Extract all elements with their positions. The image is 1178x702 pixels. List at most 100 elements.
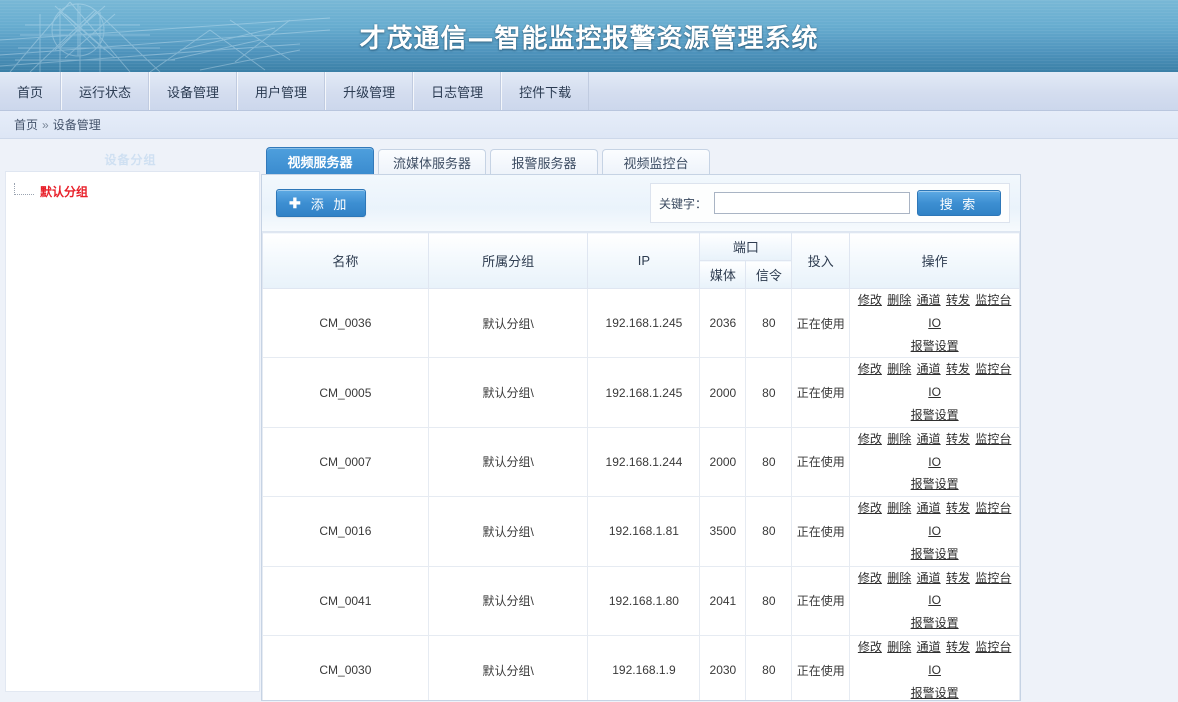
action-link-5[interactable]: 监控台 xyxy=(975,431,1012,446)
action-link-alarm-settings[interactable]: 报警设置 xyxy=(910,407,959,422)
action-link-5[interactable]: 监控台 xyxy=(975,639,1012,654)
main-navigation: 首页 运行状态 设备管理 用户管理 升级管理 日志管理 控件下载 xyxy=(0,72,1178,111)
action-link-alarm-settings[interactable]: 报警设置 xyxy=(910,616,959,631)
action-link-alarm-settings[interactable]: 报警设置 xyxy=(910,546,959,561)
cell-name: CM_0007 xyxy=(262,426,429,498)
column-header-port[interactable]: 端口 xyxy=(699,232,793,261)
action-link-3[interactable]: 通道 xyxy=(916,639,941,654)
device-table-wrapper: 名称 所属分组 IP 端口 投入 操作 媒体 信令 CM_0036 默认分组\ 19… xyxy=(262,232,1020,700)
action-link-3[interactable]: 通道 xyxy=(916,570,941,585)
nav-item-log-management[interactable]: 日志管理 xyxy=(413,72,502,110)
cell-name: CM_0041 xyxy=(262,565,429,636)
action-link-6[interactable]: IO xyxy=(928,315,941,330)
action-link-5[interactable]: 监控台 xyxy=(975,501,1012,516)
tab-bar: 视频服务器 流媒体服务器 报警服务器 视频监控台 xyxy=(261,147,1021,174)
cell-port-signal: 80 xyxy=(745,565,793,636)
operations-row-secondary: 报警设置 xyxy=(854,682,1015,700)
action-link-6[interactable]: IO xyxy=(928,385,941,400)
breadcrumb-home[interactable]: 首页 xyxy=(14,118,39,132)
table-row[interactable]: CM_0041 默认分组\ 192.168.1.80 2041 80 正在使用 修改 删除 … xyxy=(262,565,1020,636)
action-link-3[interactable]: 通道 xyxy=(916,501,941,516)
tab-video-monitor-console[interactable]: 视频监控台 xyxy=(602,149,710,174)
tab-video-server[interactable]: 视频服务器 xyxy=(266,147,374,174)
action-link-2[interactable]: 删除 xyxy=(887,362,912,377)
tab-streaming-media-server[interactable]: 流媒体服务器 xyxy=(378,149,486,174)
cell-ip: 192.168.1.244 xyxy=(587,426,701,498)
column-header-group[interactable]: 所属分组 xyxy=(427,232,589,289)
breadcrumb-separator: » xyxy=(42,117,49,132)
cell-port-media: 2036 xyxy=(699,287,747,359)
cell-group: 默认分组\ xyxy=(427,426,589,498)
cell-ip: 192.168.1.9 xyxy=(587,634,701,700)
nav-item-run-status[interactable]: 运行状态 xyxy=(61,72,150,110)
nav-item-control-download[interactable]: 控件下载 xyxy=(501,72,590,110)
action-link-1[interactable]: 修改 xyxy=(857,362,882,377)
cell-name: CM_0030 xyxy=(262,634,429,700)
operations-row-primary: 修改 删除 通道 转发 监控台 IO xyxy=(854,636,1015,682)
action-link-alarm-settings[interactable]: 报警设置 xyxy=(910,685,959,700)
action-link-2[interactable]: 删除 xyxy=(887,293,912,307)
action-link-1[interactable]: 修改 xyxy=(857,293,882,307)
cell-group: 默认分组\ xyxy=(427,357,589,428)
action-link-5[interactable]: 监控台 xyxy=(975,362,1012,377)
table-row[interactable]: CM_0007 默认分组\ 192.168.1.244 2000 80 正在使用 修改 删除… xyxy=(262,426,1020,498)
action-link-2[interactable]: 删除 xyxy=(887,570,912,585)
action-link-2[interactable]: 删除 xyxy=(887,639,912,654)
action-link-alarm-settings[interactable]: 报警设置 xyxy=(910,477,959,492)
cell-port-media: 2041 xyxy=(699,565,747,636)
action-link-1[interactable]: 修改 xyxy=(857,501,882,516)
cell-operations: 修改 删除 通道 转发 监控台 IO 报警设置 xyxy=(849,287,1020,359)
action-link-1[interactable]: 修改 xyxy=(857,570,882,585)
column-header-port-signal[interactable]: 信令 xyxy=(745,260,793,289)
table-row[interactable]: CM_0030 默认分组\ 192.168.1.9 2030 80 正在使用 修改 删除 通… xyxy=(262,634,1020,700)
add-button[interactable]: ✚ 添 加 xyxy=(276,189,367,217)
column-header-port-media[interactable]: 媒体 xyxy=(699,260,747,289)
cell-operations: 修改 删除 通道 转发 监控台 IO 报警设置 xyxy=(849,357,1020,428)
action-link-2[interactable]: 删除 xyxy=(887,501,912,516)
action-link-alarm-settings[interactable]: 报警设置 xyxy=(910,338,959,353)
breadcrumb-current: 设备管理 xyxy=(52,118,101,132)
operations-row-primary: 修改 删除 通道 转发 监控台 IO xyxy=(854,428,1015,474)
tab-alarm-server[interactable]: 报警服务器 xyxy=(490,149,598,174)
cell-ip: 192.168.1.80 xyxy=(587,565,701,636)
cell-port-media: 2000 xyxy=(699,357,747,428)
action-link-5[interactable]: 监控台 xyxy=(975,570,1012,585)
action-link-6[interactable]: IO xyxy=(928,593,941,608)
action-link-3[interactable]: 通道 xyxy=(916,293,941,307)
action-link-2[interactable]: 删除 xyxy=(887,431,912,446)
action-link-1[interactable]: 修改 xyxy=(857,639,882,654)
cell-group: 默认分组\ xyxy=(427,496,589,567)
search-button[interactable]: 搜 索 xyxy=(917,190,1001,216)
action-link-4[interactable]: 转发 xyxy=(945,639,970,654)
table-header-row-2: 媒体 信令 xyxy=(263,260,1020,289)
column-header-name[interactable]: 名称 xyxy=(262,232,429,289)
action-link-6[interactable]: IO xyxy=(928,662,941,677)
tree-item-default-group[interactable]: 默认分组 xyxy=(6,182,259,200)
action-link-3[interactable]: 通道 xyxy=(916,431,941,446)
nav-item-user-management[interactable]: 用户管理 xyxy=(237,72,326,110)
column-header-operation[interactable]: 操作 xyxy=(849,232,1020,289)
nav-item-upgrade-management[interactable]: 升级管理 xyxy=(325,72,414,110)
action-link-4[interactable]: 转发 xyxy=(945,501,970,516)
table-row[interactable]: CM_0036 默认分组\ 192.168.1.245 2036 80 正在使用 修改 删除… xyxy=(262,287,1020,359)
column-header-ip[interactable]: IP xyxy=(587,232,701,289)
search-input[interactable] xyxy=(714,192,910,214)
action-link-4[interactable]: 转发 xyxy=(945,362,970,377)
action-link-4[interactable]: 转发 xyxy=(945,293,970,307)
action-link-1[interactable]: 修改 xyxy=(857,431,882,446)
action-link-6[interactable]: IO xyxy=(928,454,941,469)
nav-item-device-management[interactable]: 设备管理 xyxy=(149,72,238,110)
cell-port-media: 2000 xyxy=(699,426,747,498)
cell-name: CM_0005 xyxy=(262,357,429,428)
action-link-5[interactable]: 监控台 xyxy=(975,293,1012,307)
operations-row-secondary: 报警设置 xyxy=(854,473,1015,496)
action-link-3[interactable]: 通道 xyxy=(916,362,941,377)
action-link-6[interactable]: IO xyxy=(928,523,941,538)
column-header-usage[interactable]: 投入 xyxy=(791,232,851,289)
action-link-4[interactable]: 转发 xyxy=(945,431,970,446)
table-row[interactable]: CM_0005 默认分组\ 192.168.1.245 2000 80 正在使用 修改 删除… xyxy=(262,357,1020,428)
nav-item-home[interactable]: 首页 xyxy=(0,72,62,110)
cell-operations: 修改 删除 通道 转发 监控台 IO 报警设置 xyxy=(849,496,1020,567)
table-row[interactable]: CM_0016 默认分组\ 192.168.1.81 3500 80 正在使用 修改 删除 … xyxy=(262,496,1020,567)
action-link-4[interactable]: 转发 xyxy=(945,570,970,585)
